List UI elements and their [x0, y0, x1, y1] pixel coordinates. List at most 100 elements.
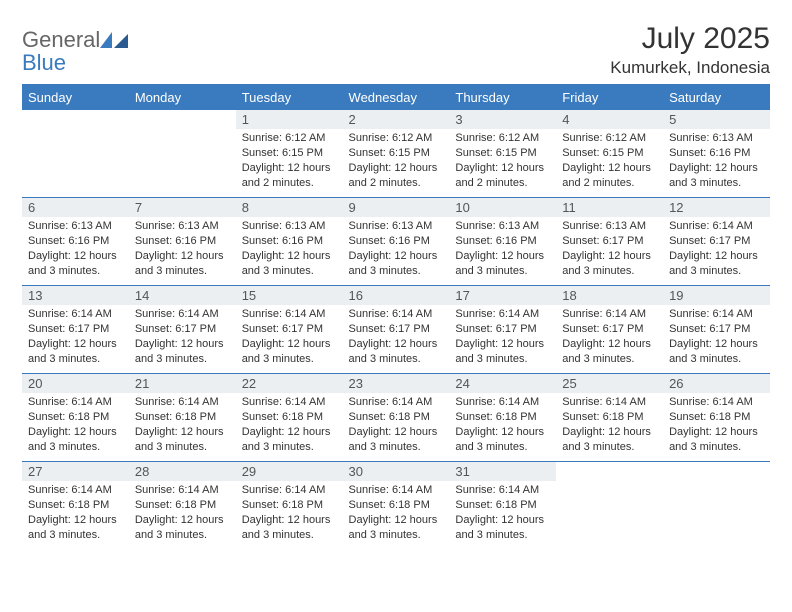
day-header: Monday: [129, 85, 236, 110]
day-header: Tuesday: [236, 85, 343, 110]
calendar-table: SundayMondayTuesdayWednesdayThursdayFrid…: [22, 84, 770, 550]
calendar-cell: 30Sunrise: 6:14 AMSunset: 6:18 PMDayligh…: [343, 462, 450, 550]
day-number: 19: [663, 286, 770, 305]
day-number: 20: [22, 374, 129, 393]
logo-line2: Blue: [22, 50, 66, 75]
calendar-cell: 7Sunrise: 6:13 AMSunset: 6:16 PMDaylight…: [129, 198, 236, 286]
calendar-cell: 5Sunrise: 6:13 AMSunset: 6:16 PMDaylight…: [663, 110, 770, 198]
day-info: Sunrise: 6:14 AMSunset: 6:18 PMDaylight:…: [449, 393, 556, 458]
day-number: 17: [449, 286, 556, 305]
day-info: Sunrise: 6:14 AMSunset: 6:17 PMDaylight:…: [663, 217, 770, 282]
day-info: Sunrise: 6:14 AMSunset: 6:18 PMDaylight:…: [343, 481, 450, 546]
day-info: Sunrise: 6:14 AMSunset: 6:17 PMDaylight:…: [22, 305, 129, 370]
day-number: 23: [343, 374, 450, 393]
day-number: 29: [236, 462, 343, 481]
calendar-cell: 27Sunrise: 6:14 AMSunset: 6:18 PMDayligh…: [22, 462, 129, 550]
day-info: Sunrise: 6:12 AMSunset: 6:15 PMDaylight:…: [343, 129, 450, 194]
location: Kumurkek, Indonesia: [610, 58, 770, 78]
calendar-cell: 23Sunrise: 6:14 AMSunset: 6:18 PMDayligh…: [343, 374, 450, 462]
header: General Blue July 2025 Kumurkek, Indones…: [22, 22, 770, 78]
day-header: Friday: [556, 85, 663, 110]
day-number: 1: [236, 110, 343, 129]
day-info: Sunrise: 6:13 AMSunset: 6:17 PMDaylight:…: [556, 217, 663, 282]
calendar-row: 27Sunrise: 6:14 AMSunset: 6:18 PMDayligh…: [22, 462, 770, 550]
day-info: Sunrise: 6:14 AMSunset: 6:18 PMDaylight:…: [129, 481, 236, 546]
calendar-row: 20Sunrise: 6:14 AMSunset: 6:18 PMDayligh…: [22, 374, 770, 462]
calendar-cell: 31Sunrise: 6:14 AMSunset: 6:18 PMDayligh…: [449, 462, 556, 550]
month-title: July 2025: [610, 22, 770, 56]
day-info: Sunrise: 6:12 AMSunset: 6:15 PMDaylight:…: [236, 129, 343, 194]
day-number: 15: [236, 286, 343, 305]
day-info: Sunrise: 6:14 AMSunset: 6:18 PMDaylight:…: [663, 393, 770, 458]
day-number: 21: [129, 374, 236, 393]
calendar-cell: 13Sunrise: 6:14 AMSunset: 6:17 PMDayligh…: [22, 286, 129, 374]
calendar-cell: [129, 110, 236, 198]
day-number: 8: [236, 198, 343, 217]
calendar-cell: 8Sunrise: 6:13 AMSunset: 6:16 PMDaylight…: [236, 198, 343, 286]
day-header: Sunday: [22, 85, 129, 110]
logo: General Blue: [22, 22, 128, 74]
day-number: 31: [449, 462, 556, 481]
day-number: 25: [556, 374, 663, 393]
day-info: Sunrise: 6:12 AMSunset: 6:15 PMDaylight:…: [449, 129, 556, 194]
day-info: Sunrise: 6:13 AMSunset: 6:16 PMDaylight:…: [449, 217, 556, 282]
calendar-cell: 22Sunrise: 6:14 AMSunset: 6:18 PMDayligh…: [236, 374, 343, 462]
calendar-row: 13Sunrise: 6:14 AMSunset: 6:17 PMDayligh…: [22, 286, 770, 374]
calendar-cell: 15Sunrise: 6:14 AMSunset: 6:17 PMDayligh…: [236, 286, 343, 374]
logo-sail-icon: [100, 32, 128, 48]
day-header: Thursday: [449, 85, 556, 110]
day-info: Sunrise: 6:14 AMSunset: 6:18 PMDaylight:…: [343, 393, 450, 458]
day-info: Sunrise: 6:14 AMSunset: 6:17 PMDaylight:…: [129, 305, 236, 370]
day-number: 10: [449, 198, 556, 217]
calendar-cell: 6Sunrise: 6:13 AMSunset: 6:16 PMDaylight…: [22, 198, 129, 286]
calendar-cell: 10Sunrise: 6:13 AMSunset: 6:16 PMDayligh…: [449, 198, 556, 286]
day-info: Sunrise: 6:13 AMSunset: 6:16 PMDaylight:…: [129, 217, 236, 282]
calendar-row: 1Sunrise: 6:12 AMSunset: 6:15 PMDaylight…: [22, 110, 770, 198]
day-info: Sunrise: 6:14 AMSunset: 6:17 PMDaylight:…: [449, 305, 556, 370]
day-info: Sunrise: 6:14 AMSunset: 6:17 PMDaylight:…: [236, 305, 343, 370]
day-info: Sunrise: 6:13 AMSunset: 6:16 PMDaylight:…: [663, 129, 770, 194]
calendar-cell: [22, 110, 129, 198]
calendar-cell: 4Sunrise: 6:12 AMSunset: 6:15 PMDaylight…: [556, 110, 663, 198]
day-number: 13: [22, 286, 129, 305]
calendar-head: SundayMondayTuesdayWednesdayThursdayFrid…: [22, 85, 770, 110]
day-info: Sunrise: 6:14 AMSunset: 6:18 PMDaylight:…: [236, 481, 343, 546]
day-info: Sunrise: 6:13 AMSunset: 6:16 PMDaylight:…: [236, 217, 343, 282]
day-header: Saturday: [663, 85, 770, 110]
calendar-cell: 26Sunrise: 6:14 AMSunset: 6:18 PMDayligh…: [663, 374, 770, 462]
calendar-cell: 2Sunrise: 6:12 AMSunset: 6:15 PMDaylight…: [343, 110, 450, 198]
day-number: 9: [343, 198, 450, 217]
day-info: Sunrise: 6:14 AMSunset: 6:18 PMDaylight:…: [556, 393, 663, 458]
day-number: 12: [663, 198, 770, 217]
calendar-cell: 18Sunrise: 6:14 AMSunset: 6:17 PMDayligh…: [556, 286, 663, 374]
logo-text: General Blue: [22, 28, 100, 74]
calendar-cell: 11Sunrise: 6:13 AMSunset: 6:17 PMDayligh…: [556, 198, 663, 286]
calendar-row: 6Sunrise: 6:13 AMSunset: 6:16 PMDaylight…: [22, 198, 770, 286]
day-number: 30: [343, 462, 450, 481]
logo-line1: General: [22, 27, 100, 52]
day-info: Sunrise: 6:14 AMSunset: 6:18 PMDaylight:…: [22, 393, 129, 458]
calendar-cell: 29Sunrise: 6:14 AMSunset: 6:18 PMDayligh…: [236, 462, 343, 550]
day-header: Wednesday: [343, 85, 450, 110]
day-number: 5: [663, 110, 770, 129]
day-number: 3: [449, 110, 556, 129]
day-info: Sunrise: 6:14 AMSunset: 6:18 PMDaylight:…: [449, 481, 556, 546]
calendar-cell: [663, 462, 770, 550]
title-block: July 2025 Kumurkek, Indonesia: [610, 22, 770, 78]
day-info: Sunrise: 6:13 AMSunset: 6:16 PMDaylight:…: [22, 217, 129, 282]
calendar-cell: 1Sunrise: 6:12 AMSunset: 6:15 PMDaylight…: [236, 110, 343, 198]
day-number: 11: [556, 198, 663, 217]
calendar-cell: 20Sunrise: 6:14 AMSunset: 6:18 PMDayligh…: [22, 374, 129, 462]
calendar-cell: 9Sunrise: 6:13 AMSunset: 6:16 PMDaylight…: [343, 198, 450, 286]
day-number: 22: [236, 374, 343, 393]
day-number: 28: [129, 462, 236, 481]
calendar-cell: 19Sunrise: 6:14 AMSunset: 6:17 PMDayligh…: [663, 286, 770, 374]
day-info: Sunrise: 6:12 AMSunset: 6:15 PMDaylight:…: [556, 129, 663, 194]
calendar-cell: [556, 462, 663, 550]
day-number: 16: [343, 286, 450, 305]
day-number: 27: [22, 462, 129, 481]
calendar-body: 1Sunrise: 6:12 AMSunset: 6:15 PMDaylight…: [22, 110, 770, 550]
day-info: Sunrise: 6:14 AMSunset: 6:17 PMDaylight:…: [556, 305, 663, 370]
calendar-cell: 24Sunrise: 6:14 AMSunset: 6:18 PMDayligh…: [449, 374, 556, 462]
calendar-cell: 14Sunrise: 6:14 AMSunset: 6:17 PMDayligh…: [129, 286, 236, 374]
